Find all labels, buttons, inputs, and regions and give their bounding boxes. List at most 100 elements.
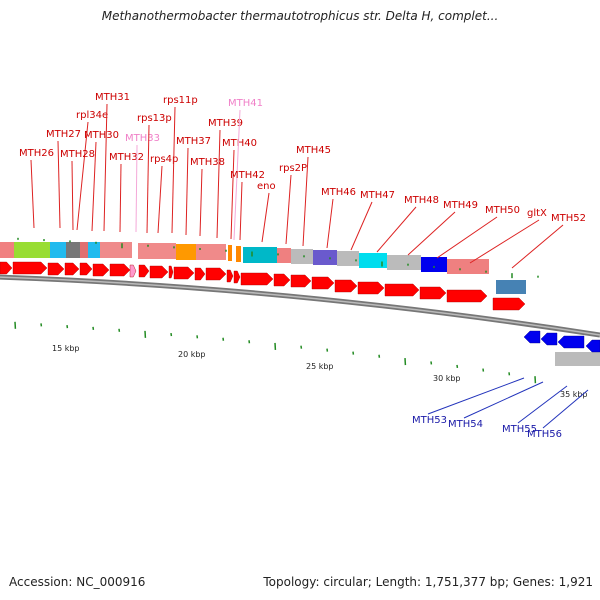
gene-label: MTH53 [412, 415, 447, 426]
label-leader-line [76, 121, 89, 231]
gene-label: MTH27 [46, 129, 81, 140]
gene-label: MTH52 [551, 213, 586, 224]
kbp-label: 35 kbp [560, 390, 588, 399]
gene-label: MTH47 [360, 190, 395, 201]
gene-label: MTH42 [230, 170, 265, 181]
label-leader-line [285, 174, 292, 245]
label-leader-line [302, 156, 309, 247]
label-leader-line [146, 124, 150, 234]
gene-arrow [79, 262, 93, 276]
gene-arrow [194, 267, 206, 281]
gene-label: MTH33 [125, 133, 160, 144]
label-leader-line [326, 198, 334, 249]
gene-arrow [384, 283, 420, 297]
label-leader-line [71, 160, 74, 231]
gene-label: MTH46 [321, 187, 356, 198]
gene-label: rps11p [163, 95, 198, 106]
gene-label: MTH37 [176, 136, 211, 147]
feature-segment [196, 244, 226, 260]
label-leader-line [542, 389, 589, 429]
feature-segment [88, 242, 100, 258]
label-leader-line [517, 385, 568, 424]
gene-arrow [109, 263, 131, 277]
label-leader-line [511, 224, 564, 269]
gene-arrow [357, 281, 385, 295]
gene-label: MTH54 [448, 419, 483, 430]
feature-segment [496, 280, 526, 294]
label-leader-line [230, 149, 235, 240]
reverse-strand-genes [523, 330, 600, 353]
gene-arrow-reverse [557, 335, 585, 349]
feature-segment [80, 242, 88, 258]
feature-segment [176, 244, 196, 260]
gene-arrow [226, 269, 234, 283]
scale-ticks: 15 kbp 20 kbp 25 kbp 30 kbp 35 kbp [14, 237, 588, 399]
gene-label: MTH40 [222, 138, 257, 149]
gene-label: MTH49 [443, 200, 478, 211]
kbp-label: 20 kbp [178, 350, 206, 359]
label-leader-line [30, 159, 35, 229]
gene-arrow [334, 279, 358, 293]
feature-segment [359, 253, 387, 268]
gene-arrow [47, 262, 65, 276]
gene-label: MTH56 [527, 429, 562, 440]
gene-arrow [129, 264, 137, 278]
label-leader-line [239, 181, 243, 241]
label-leader-line [57, 140, 61, 229]
gene-label: MTH45 [296, 145, 331, 156]
gene-arrow [168, 265, 174, 279]
feature-segment [387, 255, 421, 270]
label-leader-line [119, 163, 122, 233]
label-leader-line [350, 201, 373, 251]
label-leader-line [427, 377, 525, 415]
gene-arrow [492, 297, 526, 311]
genome-summary-text: Topology: circular; Length: 1,751,377 bp… [263, 575, 593, 589]
feature-segment [138, 243, 176, 259]
gene-arrow [233, 270, 241, 284]
feature-segment [421, 257, 447, 272]
gene-arrow [419, 286, 447, 300]
feature-segment [50, 242, 66, 258]
label-leader-line [376, 206, 417, 253]
gene-label: MTH50 [485, 205, 520, 216]
feature-segment [66, 242, 80, 258]
feature-segment [447, 259, 489, 274]
gene-arrow [12, 261, 48, 275]
feature-segment [555, 352, 600, 366]
gene-arrow [138, 264, 150, 278]
gene-label: MTH39 [208, 118, 243, 129]
kbp-label: 15 kbp [52, 344, 80, 353]
feature-segment [337, 251, 359, 266]
label-leader-line [171, 106, 176, 234]
map-title: Methanothermobacter thermautotrophicus s… [101, 9, 499, 23]
gene-arrow [64, 262, 80, 276]
label-leader-line [185, 147, 189, 236]
gene-arrow [311, 276, 335, 290]
label-leader-line [91, 141, 97, 232]
feature-segment [243, 247, 277, 263]
gene-label: rps2P [279, 163, 307, 174]
gene-label: MTH31 [95, 92, 130, 103]
accession-text: Accession: NC_000916 [9, 575, 146, 589]
gene-arrow-reverse [585, 339, 600, 353]
feature-segment [313, 250, 337, 265]
label-leader-line [199, 168, 203, 237]
label-leader-line [135, 144, 138, 233]
gene-label: MTH26 [19, 148, 54, 159]
gene-label: rpl34e [76, 110, 108, 121]
label-leader-line [469, 219, 540, 264]
label-leader-line [216, 129, 221, 239]
feature-segment [236, 246, 241, 262]
label-leader-line [463, 381, 544, 419]
gene-arrow-reverse [523, 330, 541, 344]
kbp-label: 25 kbp [306, 362, 334, 371]
feature-segment [14, 242, 50, 258]
gene-arrow [205, 267, 227, 281]
feature-color-band [0, 242, 600, 366]
gene-label: MTH28 [60, 149, 95, 160]
feature-segment [291, 249, 313, 264]
gene-arrow [0, 261, 13, 275]
feature-segment [228, 245, 232, 261]
label-leader-line [436, 216, 498, 259]
